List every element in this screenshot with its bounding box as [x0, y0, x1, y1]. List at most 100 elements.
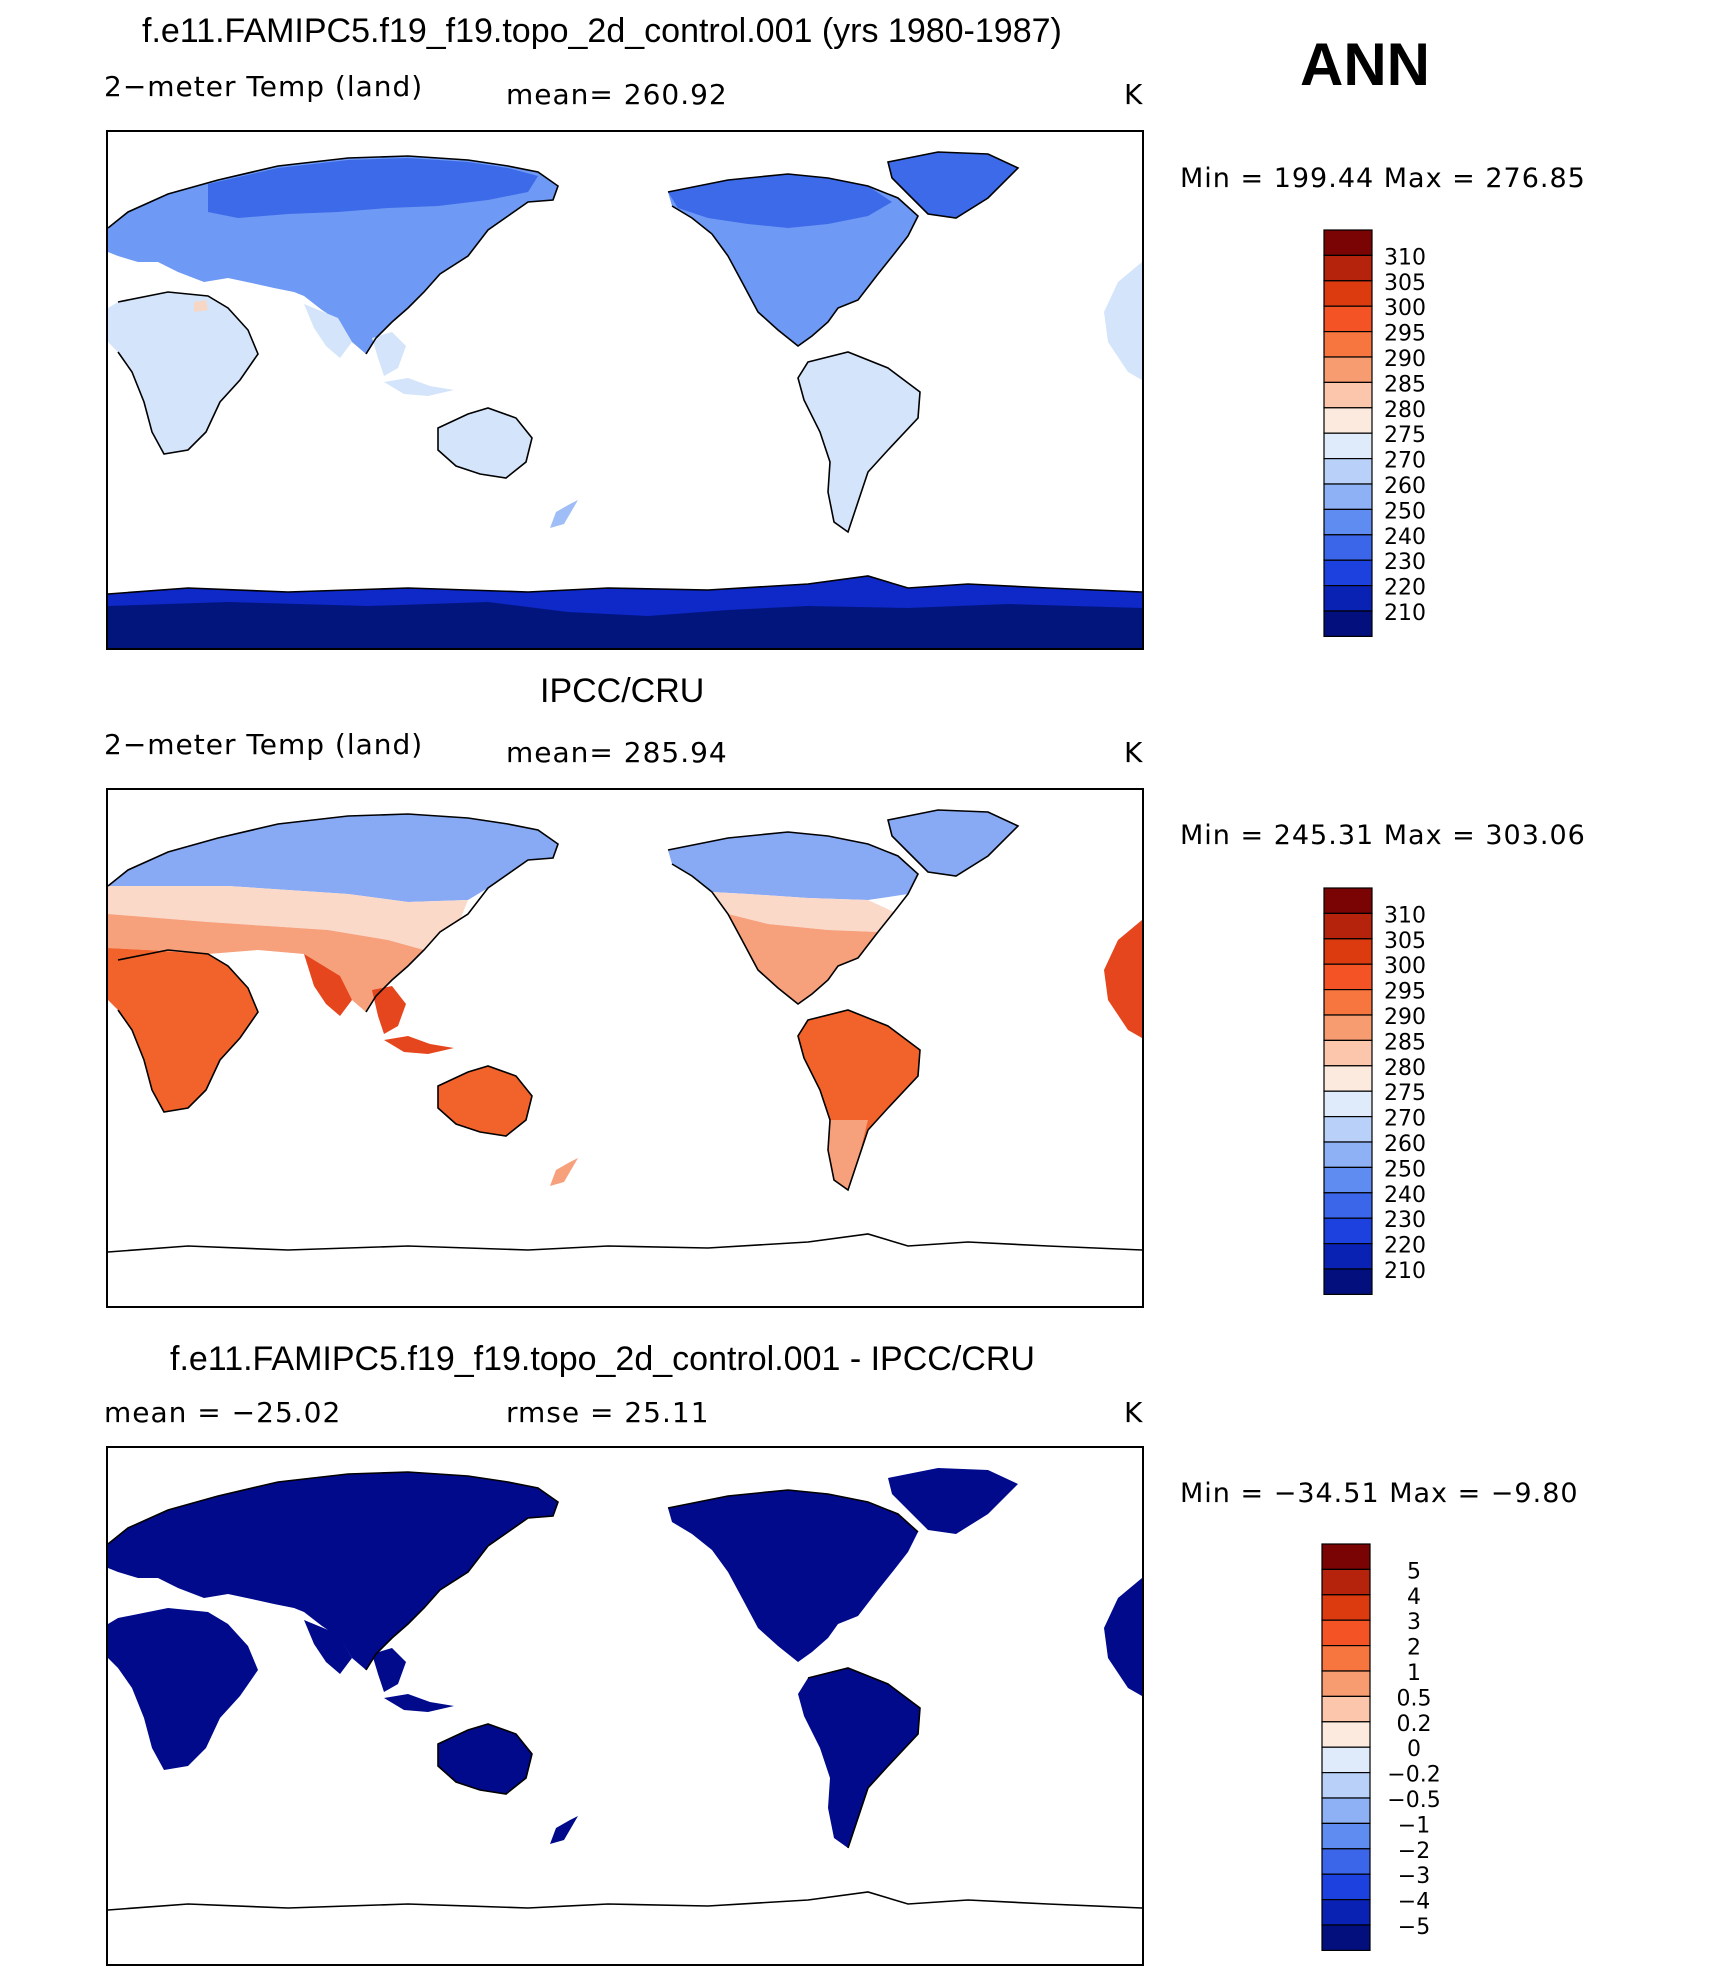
colorbar-tick-label: 310 [1384, 245, 1426, 270]
colorbar-swatch [1323, 585, 1373, 612]
colorbar-tick-label: −0.5 [1387, 1788, 1440, 1813]
colorbar-swatch [1323, 938, 1373, 965]
panel-2-units: K [1124, 736, 1144, 769]
p1-warm-spot [194, 300, 208, 312]
p2-africa [108, 948, 258, 1112]
colorbar-swatch [1323, 1014, 1373, 1041]
colorbar-tick-label: 250 [1384, 1157, 1426, 1182]
panel-2-map-svg [108, 809, 1142, 1253]
colorbar-tick-label: 240 [1384, 525, 1426, 550]
colorbar-swatch [1321, 1924, 1371, 1951]
p2-namerica-north [668, 832, 918, 900]
p2-eurasia-north [108, 814, 558, 902]
p2-seasia [372, 986, 406, 1034]
colorbar-swatch [1321, 1899, 1371, 1926]
colorbar-tick-label: −0.2 [1387, 1763, 1440, 1788]
colorbar-swatch [1323, 912, 1373, 940]
panel-3-map [106, 1446, 1144, 1966]
panel-1-map [106, 130, 1144, 650]
panel-2-map [106, 788, 1144, 1308]
colorbar-tick-label: 280 [1384, 1056, 1426, 1081]
colorbar-tick-label: 0.2 [1397, 1712, 1432, 1737]
colorbar-swatch [1323, 1090, 1373, 1118]
colorbar-swatch [1323, 559, 1373, 587]
colorbar-tick-label: 2 [1407, 1636, 1421, 1661]
colorbar-tick-label: 220 [1384, 576, 1426, 601]
colorbar-tick-label: 260 [1384, 474, 1426, 499]
panel-2-mean: mean= 285.94 [506, 736, 728, 769]
p2-eurasia-mid [108, 886, 468, 950]
p1-coastlines [108, 151, 1142, 595]
colorbar-tick-label: 270 [1384, 449, 1426, 474]
colorbar-1-svg: 3103053002952902852802752702602502402302… [1323, 229, 1426, 637]
p2-coastlines [108, 809, 1142, 1253]
colorbar-tick-label: 275 [1384, 1081, 1426, 1106]
colorbar-swatch [1323, 988, 1373, 1016]
colorbar-swatch [1323, 610, 1373, 637]
p1-nz [550, 500, 578, 528]
panel-3-title: f.e11.FAMIPC5.f19_f19.topo_2d_control.00… [170, 1340, 1035, 1378]
colorbar-tick-label: 220 [1384, 1234, 1426, 1259]
p1-antarctica-deep [108, 602, 1142, 648]
panel-2-title: IPCC/CRU [540, 672, 705, 710]
p1-australia [438, 408, 532, 478]
panel-1-variable: 2−meter Temp (land) [104, 70, 424, 103]
panel-1-map-svg [108, 151, 1142, 648]
p2-namerica-mid [712, 892, 894, 932]
p1-india [304, 304, 352, 358]
colorbar-swatch [1323, 280, 1373, 307]
colorbar-swatch [1323, 963, 1373, 991]
p1-africa [108, 292, 258, 454]
panel-3-minmax: Min = −34.51 Max = −9.80 [1180, 1478, 1579, 1509]
colorbar-swatch [1323, 330, 1373, 358]
colorbar-swatch [1323, 356, 1373, 383]
colorbar-swatch [1321, 1721, 1371, 1748]
colorbar-tick-label: 270 [1384, 1107, 1426, 1132]
colorbar-swatch [1321, 1873, 1371, 1901]
colorbar-swatch [1323, 534, 1373, 561]
colorbar-tick-label: −3 [1398, 1864, 1430, 1889]
p1-indonesia [384, 378, 454, 396]
colorbar-tick-label: 230 [1384, 550, 1426, 575]
p2-africa-east [1104, 920, 1142, 1038]
colorbar-swatch [1323, 1243, 1373, 1270]
colorbar-tick-label: 295 [1384, 980, 1426, 1005]
colorbar-tick-label: −2 [1398, 1839, 1430, 1864]
colorbar-tick-label: 295 [1384, 322, 1426, 347]
colorbar-tick-label: 310 [1384, 903, 1426, 928]
colorbar-tick-label: 300 [1384, 954, 1426, 979]
panel-2-minmax: Min = 245.31 Max = 303.06 [1180, 820, 1586, 851]
colorbar-tick-label: 285 [1384, 372, 1426, 397]
colorbar-swatch [1321, 1543, 1371, 1570]
colorbar-tick-label: 305 [1384, 271, 1426, 296]
colorbar-tick-label: 290 [1384, 347, 1426, 372]
colorbar-swatch [1323, 407, 1373, 434]
colorbar-swatch [1323, 887, 1373, 914]
p1-greenland [888, 152, 1018, 218]
colorbar-swatch [1323, 254, 1373, 282]
colorbar-tick-label: 4 [1407, 1585, 1421, 1610]
colorbar-tick-label: 5 [1407, 1559, 1421, 1584]
colorbar-swatch [1321, 1822, 1371, 1850]
colorbar-swatch [1321, 1797, 1371, 1824]
colorbar-swatch [1323, 1116, 1373, 1143]
colorbar-swatch [1323, 1268, 1373, 1295]
colorbar-2: 310 305 300 295 290 285 280 275 270 260 250 240 230 2… [1323, 887, 1524, 1298]
colorbar-tick-label: 285 [1384, 1030, 1426, 1055]
colorbar-swatch [1323, 1141, 1373, 1168]
colorbar-tick-label: 280 [1384, 398, 1426, 423]
colorbar-tick-label: 300 [1384, 296, 1426, 321]
colorbar-swatch [1323, 432, 1373, 460]
colorbar-swatch [1323, 483, 1373, 510]
colorbar-swatch [1321, 1848, 1371, 1875]
colorbar-swatch [1321, 1619, 1371, 1647]
colorbar-tick-label: 260 [1384, 1132, 1426, 1157]
p2-greenland [888, 810, 1018, 876]
colorbar-swatch [1323, 1192, 1373, 1219]
colorbar-tick-label: −1 [1398, 1813, 1430, 1838]
p1-canada-north [668, 174, 892, 228]
colorbar-tick-label: −4 [1398, 1890, 1430, 1915]
colorbar-1: 310 305 300 295 290 285 280 275 270 260 250 240 230 2… [1323, 229, 1524, 640]
colorbar-swatch [1323, 508, 1373, 536]
colorbar-swatch [1321, 1746, 1371, 1774]
